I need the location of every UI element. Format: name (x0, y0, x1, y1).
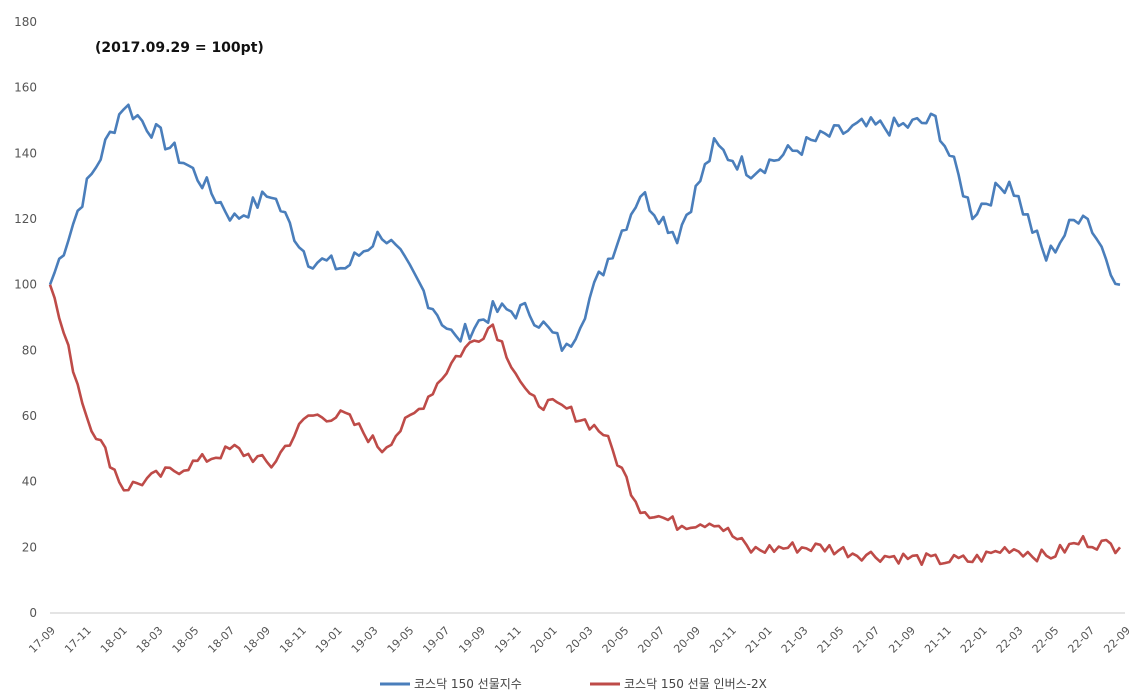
x-tick-label: 20-05 (600, 624, 632, 656)
y-tick-label: 40 (22, 475, 37, 489)
x-tick-label: 21-11 (922, 624, 954, 656)
chart-annotation: (2017.09.29 = 100pt) (95, 40, 264, 56)
y-tick-label: 160 (14, 81, 37, 95)
x-tick-label: 19-03 (349, 624, 381, 656)
x-tick-label: 20-03 (564, 624, 596, 656)
series-lines (48, 103, 1122, 567)
annotation: (2017.09.29 = 100pt) (95, 40, 264, 56)
x-tick-label: 20-07 (635, 624, 667, 656)
x-tick-label: 21-07 (850, 624, 882, 656)
x-tick-label: 21-09 (886, 624, 918, 656)
x-tick-label: 19-01 (313, 624, 345, 656)
y-tick-label: 140 (14, 146, 37, 160)
x-tick-label: 17-11 (62, 624, 94, 656)
x-tick-label: 21-03 (779, 624, 811, 656)
legend: 코스닥 150 선물지수 코스닥 150 선물 인버스-2X (380, 677, 767, 691)
x-tick-label: 18-05 (170, 624, 202, 656)
y-tick-label: 0 (29, 606, 37, 620)
y-tick-label: 100 (14, 278, 37, 292)
x-tick-label: 18-03 (134, 624, 166, 656)
x-tick-label: 22-01 (958, 624, 990, 656)
x-tick-label: 20-01 (528, 624, 560, 656)
x-tick-label: 22-05 (1030, 624, 1062, 656)
series-line (48, 284, 1122, 567)
x-tick-label: 20-11 (707, 624, 739, 656)
y-axis: 0 20 40 60 80 100 120 140 160 180 (14, 15, 37, 620)
series-line (48, 103, 1121, 353)
y-tick-label: 80 (22, 343, 37, 357)
x-tick-label: 22-09 (1101, 624, 1133, 656)
x-tick-label: 18-01 (98, 624, 130, 656)
x-tick-label: 17-09 (26, 624, 58, 656)
x-tick-label: 18-11 (277, 624, 309, 656)
x-axis: 17-09 17-11 18-01 18-03 18-05 18-07 18-09 18-11… (26, 612, 1133, 656)
x-tick-label: 19-11 (492, 624, 524, 656)
x-tick-label: 20-09 (671, 624, 703, 656)
y-tick-label: 60 (22, 409, 37, 423)
y-tick-label: 20 (22, 540, 37, 554)
x-tick-label: 19-07 (420, 624, 452, 656)
x-tick-label: 22-07 (1065, 624, 1097, 656)
y-tick-label: 120 (14, 212, 37, 226)
legend-label: 코스닥 150 선물지수 (414, 677, 522, 691)
y-tick-label: 180 (14, 15, 37, 29)
x-tick-label: 18-09 (241, 624, 273, 656)
x-tick-label: 18-07 (205, 624, 237, 656)
legend-label: 코스닥 150 선물 인버스-2X (624, 677, 767, 691)
x-tick-label: 21-01 (743, 624, 775, 656)
x-tick-label: 19-05 (385, 624, 417, 656)
x-tick-label: 19-09 (456, 624, 488, 656)
x-tick-label: 22-03 (994, 624, 1026, 656)
x-tick-label: 21-05 (815, 624, 847, 656)
